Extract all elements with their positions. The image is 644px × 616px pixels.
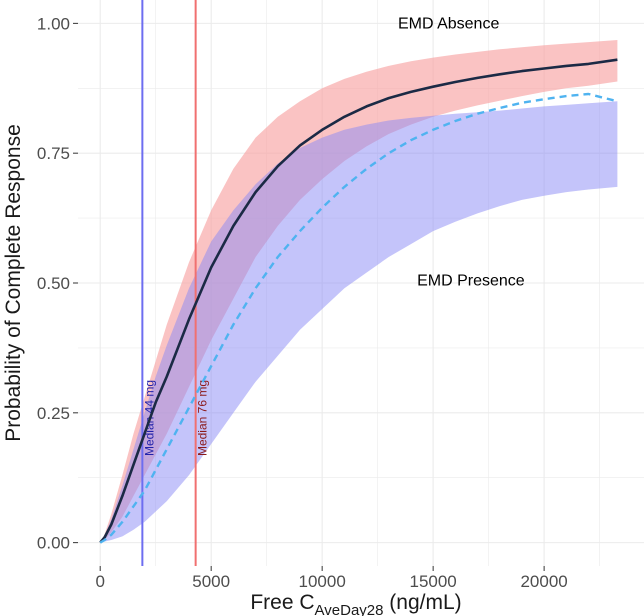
y-tick-label: 0.75 <box>37 144 70 163</box>
x-tick-label: 10000 <box>299 572 346 591</box>
axis-ticks: 0 5000 10000 15000 20000 0.00 0.25 0.50 0.75 1.00 <box>37 14 568 591</box>
y-axis-title: Probability of Complete Response <box>2 124 25 442</box>
presence-ci-band <box>100 101 618 543</box>
annotation-1: EMD Absence <box>398 16 499 33</box>
y-tick-label: 0.25 <box>37 404 70 423</box>
confidence-bands <box>100 40 618 543</box>
y-tick-label: 0.50 <box>37 274 70 293</box>
annotations: EMD Absence EMD Presence <box>398 16 525 290</box>
y-tick-label: 1.00 <box>37 14 70 33</box>
x-axis-title: Free CAveDay28 (ng/mL) <box>250 591 461 616</box>
x-tick-label: 5000 <box>192 572 230 591</box>
presence-line <box>99 92 618 544</box>
x-tick-label: 0 <box>95 572 104 591</box>
series-lines <box>99 58 618 544</box>
x-tick-label: 20000 <box>520 572 567 591</box>
x-axis-title-unit: (ng/mL) <box>383 591 461 614</box>
x-tick-label: 15000 <box>409 572 456 591</box>
x-axis-title-main: Free C <box>250 591 314 614</box>
y-tick-label: 0.00 <box>37 534 70 553</box>
median-lines: Median 44 mg Median 76 mg <box>141 0 210 566</box>
x-axis-title-subscript: AveDay28 <box>315 602 384 616</box>
annotation-2: EMD Presence <box>417 273 525 290</box>
median-label-2: Median 76 mg <box>196 380 210 456</box>
absence-line <box>99 58 618 544</box>
